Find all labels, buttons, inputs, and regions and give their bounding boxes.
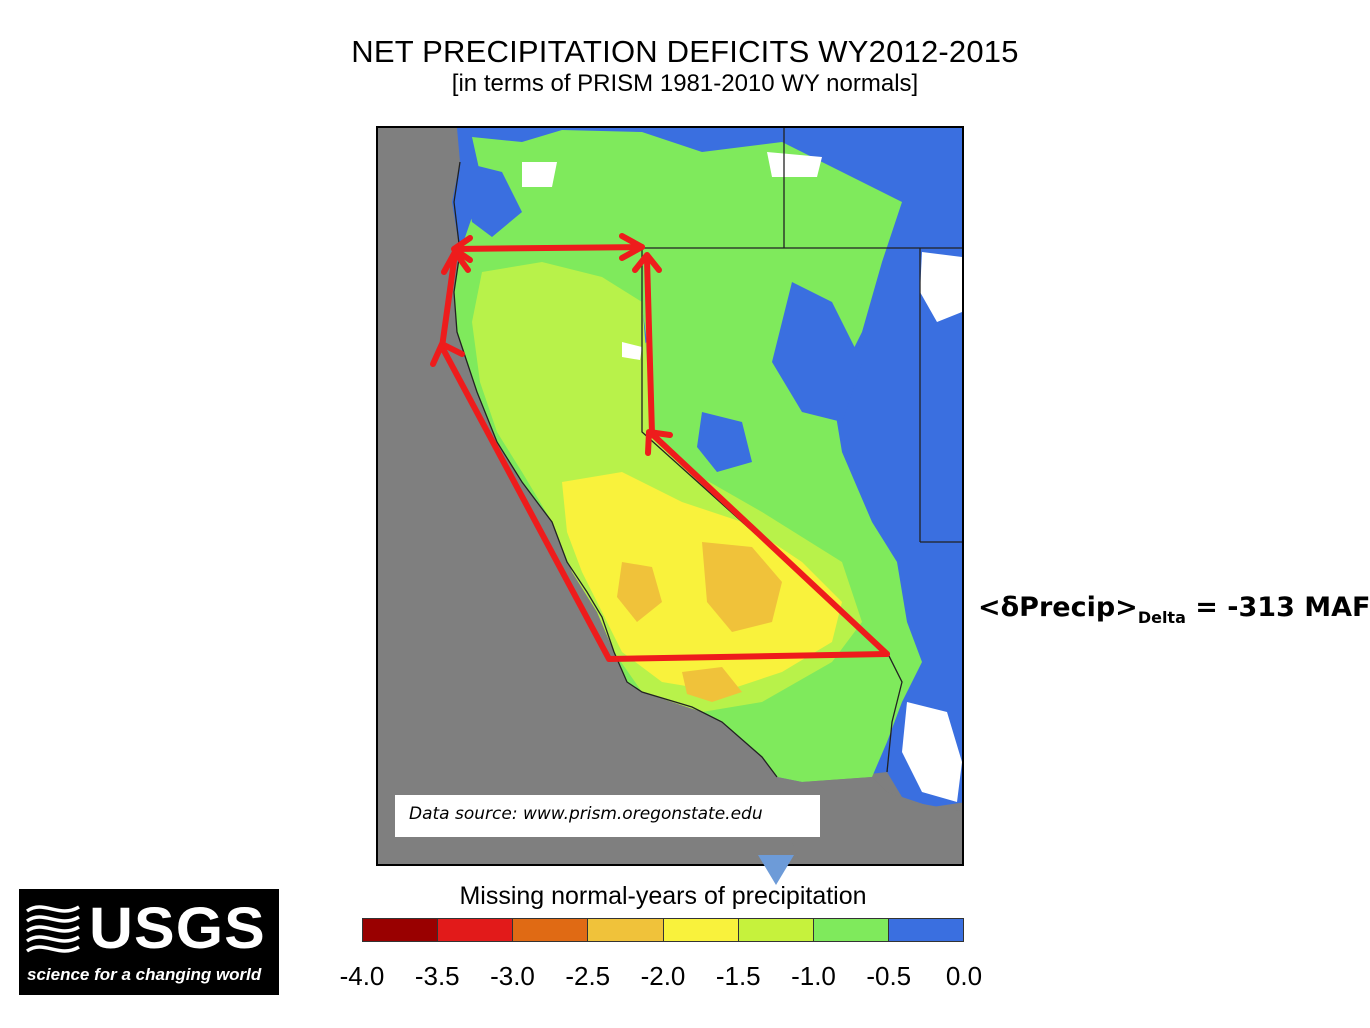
white-patch-2	[920, 252, 962, 322]
colorbar-swatch-4	[663, 919, 739, 941]
delta-annotation: <δPrecip>Delta = -313 MAF	[978, 592, 1370, 627]
usgs-logo-text: USGS	[89, 896, 266, 961]
usgs-wave-icon	[25, 905, 80, 953]
colorbar-swatch-2	[513, 919, 589, 941]
map-subtitle: [in terms of PRISM 1981-2010 WY normals]	[451, 70, 919, 97]
colorbar	[362, 918, 964, 942]
blue-patch-east	[772, 282, 862, 422]
yellow-zone	[562, 472, 842, 692]
blue-patch-mid	[697, 412, 752, 472]
data-source-box: Data source: www.prism.oregonstate.edu	[395, 795, 820, 837]
white-patch-3	[767, 152, 822, 177]
orange-patch-2	[617, 562, 662, 622]
map-title: NET PRECIPITATION DEFICITS WY2012-2015	[351, 34, 1019, 69]
arrowhead-5	[632, 252, 662, 273]
colorbar-tick-label: -4.0	[339, 961, 385, 991]
border-south	[886, 651, 903, 773]
arrowheads	[430, 233, 673, 456]
arrow-line-south	[439, 344, 890, 662]
white-patch-1	[902, 702, 962, 802]
annotation-subscript: Delta	[1137, 608, 1186, 627]
baja-land	[777, 777, 962, 864]
white-patch-5	[622, 342, 642, 360]
map-panel: Data source: www.prism.oregonstate.edu	[376, 126, 964, 866]
colorbar-swatch-0	[363, 919, 439, 941]
colorbar-tick-label: -0.5	[866, 961, 912, 991]
usgs-logo: USGS science for a changing world	[19, 889, 279, 995]
colorbar-pointer-icon	[758, 855, 794, 885]
precipitation-deficit-map	[378, 128, 962, 864]
coastline	[453, 161, 778, 778]
colorbar-tick-label: -1.5	[715, 961, 761, 991]
arrow-line-top	[452, 244, 645, 252]
colorbar-swatch-7	[888, 919, 963, 941]
arrow-line-west	[439, 251, 458, 350]
colorbar-tick-label: -3.0	[490, 961, 535, 991]
colorbar-tick-label: -3.5	[414, 961, 460, 991]
data-source-text: Data source: www.prism.oregonstate.edu	[409, 804, 763, 824]
arrowhead-1	[430, 341, 465, 367]
colorbar-swatch-5	[738, 919, 814, 941]
colorbar-swatch-1	[438, 919, 514, 941]
orange-patch-1	[702, 542, 782, 632]
colorbar-tick-label: -2.0	[640, 961, 686, 991]
annotation-prefix: <δPrecip>	[978, 592, 1138, 623]
colorbar-tick-label: -2.5	[565, 961, 611, 991]
usgs-logo-mark	[25, 905, 80, 953]
colorbar-tick-label: 0.0	[945, 961, 983, 991]
usgs-tagline: science for a changing world	[27, 965, 262, 984]
orange-patch-3	[682, 667, 742, 702]
arrowhead-4	[619, 233, 645, 261]
white-patch-4	[522, 162, 557, 187]
arrowhead-3	[451, 235, 473, 263]
colorbar-swatch-6	[813, 919, 889, 941]
arrowhead-6	[645, 429, 673, 456]
annotation-suffix: = -313 MAF	[1185, 592, 1370, 623]
blue-patch-north	[462, 162, 522, 237]
colorbar-swatch-3	[588, 919, 664, 941]
legend-title: Missing normal-years of precipitation	[459, 882, 867, 910]
colorbar-tick-label: -1.0	[791, 961, 836, 991]
